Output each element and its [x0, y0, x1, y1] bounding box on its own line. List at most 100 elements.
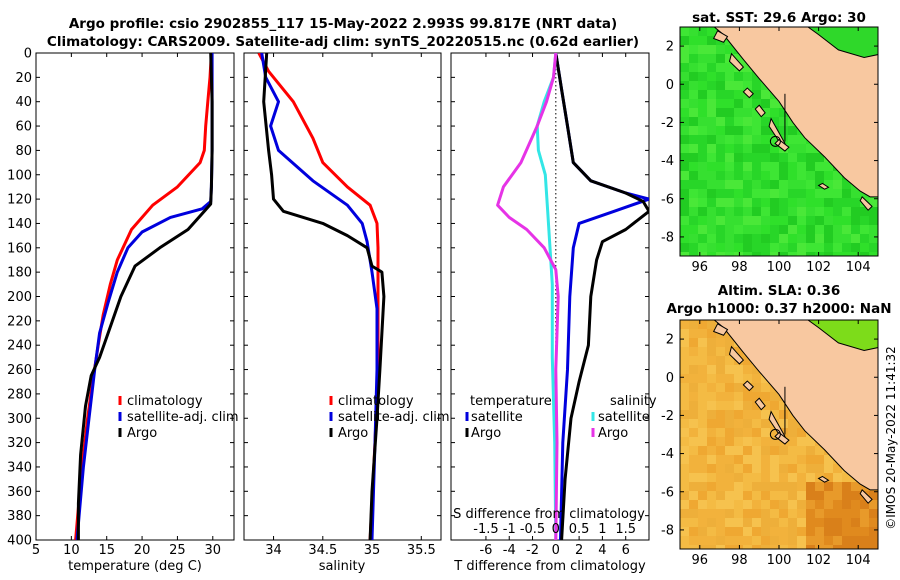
ocean-cell — [833, 536, 842, 545]
ocean-cell — [779, 216, 788, 225]
ocean-cell — [743, 234, 752, 243]
ocean-cell — [806, 437, 815, 446]
ocean-cell — [860, 536, 869, 545]
ocean-cell — [698, 144, 707, 153]
ocean-cell — [770, 401, 779, 410]
ocean-cell — [734, 437, 743, 446]
ocean-cell — [707, 446, 716, 455]
ocean-cell — [689, 356, 698, 365]
ocean-cell — [707, 72, 716, 81]
ocean-cell — [698, 356, 707, 365]
ocean-cell — [734, 108, 743, 117]
ocean-cell — [725, 401, 734, 410]
y-tick-label: -2 — [661, 409, 674, 424]
ocean-cell — [815, 527, 824, 536]
ocean-cell — [806, 527, 815, 536]
ocean-cell — [689, 428, 698, 437]
ocean-cell — [779, 126, 788, 135]
ocean-cell — [698, 455, 707, 464]
ocean-cell — [734, 410, 743, 419]
ocean-cell — [734, 72, 743, 81]
x-tick-label: 34 — [265, 543, 282, 558]
y-tick-label: 0 — [24, 47, 32, 62]
ocean-cell — [716, 482, 725, 491]
ocean-cell — [698, 320, 707, 329]
ocean-cell — [779, 482, 788, 491]
ocean-cell — [698, 473, 707, 482]
x-tick-label: 10 — [63, 543, 80, 558]
ocean-cell — [689, 320, 698, 329]
x-tick-label: 102 — [806, 260, 831, 275]
ocean-cell — [689, 374, 698, 383]
ocean-cell — [680, 383, 689, 392]
ocean-cell — [761, 135, 770, 144]
ocean-cell — [851, 518, 860, 527]
sla-map-panel: Altim. SLA: 0.36 Argo h1000: 0.37 h2000:… — [661, 283, 891, 568]
ocean-cell — [761, 446, 770, 455]
ocean-cell — [779, 428, 788, 437]
ocean-cell — [725, 252, 734, 256]
ocean-cell — [743, 365, 752, 374]
ocean-cell — [797, 144, 806, 153]
ocean-cell — [707, 99, 716, 108]
ocean-cell — [761, 216, 770, 225]
ocean-cell — [680, 401, 689, 410]
ocean-cell — [752, 135, 761, 144]
ocean-cell — [680, 509, 689, 518]
ocean-cell — [770, 392, 779, 401]
ocean-cell — [689, 329, 698, 338]
ocean-cell — [797, 545, 806, 549]
y-tick-label: -4 — [661, 447, 674, 462]
ocean-cell — [716, 198, 725, 207]
ocean-cell — [743, 392, 752, 401]
ocean-cell — [806, 171, 815, 180]
ocean-cell — [725, 72, 734, 81]
ocean-cell — [680, 45, 689, 54]
ocean-cell — [833, 198, 842, 207]
ocean-cell — [851, 491, 860, 500]
ocean-cell — [824, 545, 833, 549]
ocean-cell — [815, 252, 824, 256]
ocean-cell — [806, 500, 815, 509]
ocean-cell — [680, 545, 689, 549]
ocean-cell — [743, 518, 752, 527]
ocean-cell — [680, 180, 689, 189]
ocean-cell — [833, 171, 842, 180]
ocean-cell — [860, 527, 869, 536]
ocean-cell — [734, 455, 743, 464]
ocean-cell — [860, 216, 869, 225]
ocean-cell — [761, 518, 770, 527]
ocean-cell — [698, 374, 707, 383]
ocean-cell — [698, 216, 707, 225]
ocean-cell — [689, 198, 698, 207]
ocean-cell — [698, 401, 707, 410]
ocean-cell — [716, 365, 725, 374]
land-sumatra — [713, 320, 878, 491]
ocean-cell — [788, 428, 797, 437]
ocean-cell — [869, 509, 878, 518]
ocean-cell — [725, 527, 734, 536]
ocean-cell — [806, 243, 815, 252]
ocean-cell — [689, 90, 698, 99]
ocean-cell — [779, 401, 788, 410]
difference-xlabel: T difference from climatology — [453, 559, 646, 574]
ocean-cell — [689, 144, 698, 153]
ocean-cell — [752, 117, 761, 126]
ocean-cell — [806, 473, 815, 482]
ocean-cell — [725, 108, 734, 117]
ocean-cell — [707, 356, 716, 365]
ocean-cell — [689, 36, 698, 45]
ocean-cell — [761, 410, 770, 419]
ocean-cell — [698, 126, 707, 135]
y-tick-label: -8 — [661, 230, 674, 245]
ocean-cell — [680, 338, 689, 347]
ocean-cell — [743, 252, 752, 256]
ocean-cell — [707, 27, 716, 36]
land-sumatra — [713, 27, 878, 198]
ocean-cell — [770, 410, 779, 419]
ocean-cell — [869, 491, 878, 500]
ocean-cell — [833, 482, 842, 491]
ocean-cell — [779, 455, 788, 464]
ocean-cell — [716, 428, 725, 437]
ocean-cell — [680, 491, 689, 500]
